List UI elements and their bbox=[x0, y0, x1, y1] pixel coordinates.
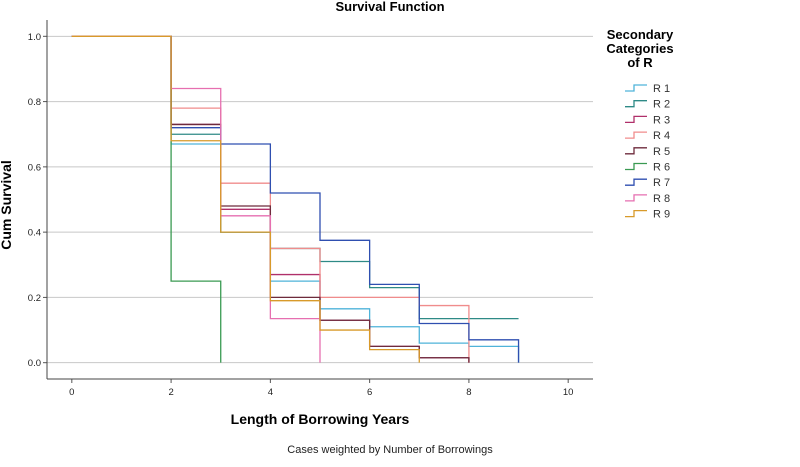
footnote: Cases weighted by Number of Borrowings bbox=[287, 444, 493, 456]
legend-swatch bbox=[625, 131, 647, 139]
x-tick-label: 2 bbox=[168, 387, 173, 398]
series-line-r8 bbox=[71, 35, 321, 363]
legend-swatch bbox=[625, 147, 647, 155]
x-axis-title: Length of Borrowing Years bbox=[231, 411, 410, 427]
legend-swatch bbox=[625, 194, 647, 202]
legend-swatch bbox=[625, 162, 647, 171]
y-tick-label: 0.8 bbox=[28, 97, 41, 108]
y-tick-label: 1.0 bbox=[28, 32, 41, 43]
legend-label: R 8 bbox=[653, 193, 670, 205]
y-tick-label: 0.4 bbox=[28, 228, 41, 239]
series-line-r6 bbox=[71, 35, 222, 363]
series-line-r7 bbox=[71, 35, 520, 363]
legend-title: of R bbox=[627, 55, 653, 70]
legend-label: R 7 bbox=[653, 177, 670, 189]
axes bbox=[43, 20, 593, 383]
series-line-r9 bbox=[71, 35, 420, 363]
legend-swatch bbox=[625, 178, 647, 186]
legend-label: R 2 bbox=[653, 99, 670, 111]
legend-swatch bbox=[625, 100, 647, 108]
x-tick-label: 10 bbox=[563, 387, 574, 398]
legend-title: Secondary bbox=[607, 27, 674, 42]
y-tick-label: 0.2 bbox=[28, 293, 41, 304]
legend-swatch bbox=[625, 209, 647, 218]
legend-label: R 4 bbox=[653, 130, 670, 142]
x-tick-label: 8 bbox=[466, 387, 471, 398]
y-axis-title: Cum Survival bbox=[0, 160, 14, 249]
legend-swatch bbox=[625, 115, 647, 124]
legend-label: R 1 bbox=[653, 83, 670, 95]
plot-area bbox=[71, 35, 520, 363]
legend-label: R 9 bbox=[653, 209, 670, 221]
legend-label: R 5 bbox=[653, 146, 670, 158]
legend-swatch bbox=[625, 84, 647, 92]
legend-title: Categories bbox=[606, 41, 673, 56]
y-tick-label: 0.0 bbox=[28, 358, 41, 369]
series-line-r1 bbox=[71, 35, 520, 363]
legend-label: R 6 bbox=[653, 162, 670, 174]
x-tick-label: 6 bbox=[367, 387, 372, 398]
chart-title: Survival Function bbox=[335, 0, 444, 14]
legend-label: R 3 bbox=[653, 114, 670, 126]
x-tick-label: 0 bbox=[69, 387, 74, 398]
series-line-r2 bbox=[71, 35, 519, 320]
x-tick-label: 4 bbox=[268, 387, 273, 398]
tick-labels: 0.0 0.2 0.4 0.6 0.8 1.0 0 2 4 6 8 10 bbox=[28, 32, 574, 398]
y-tick-label: 0.6 bbox=[28, 162, 41, 173]
